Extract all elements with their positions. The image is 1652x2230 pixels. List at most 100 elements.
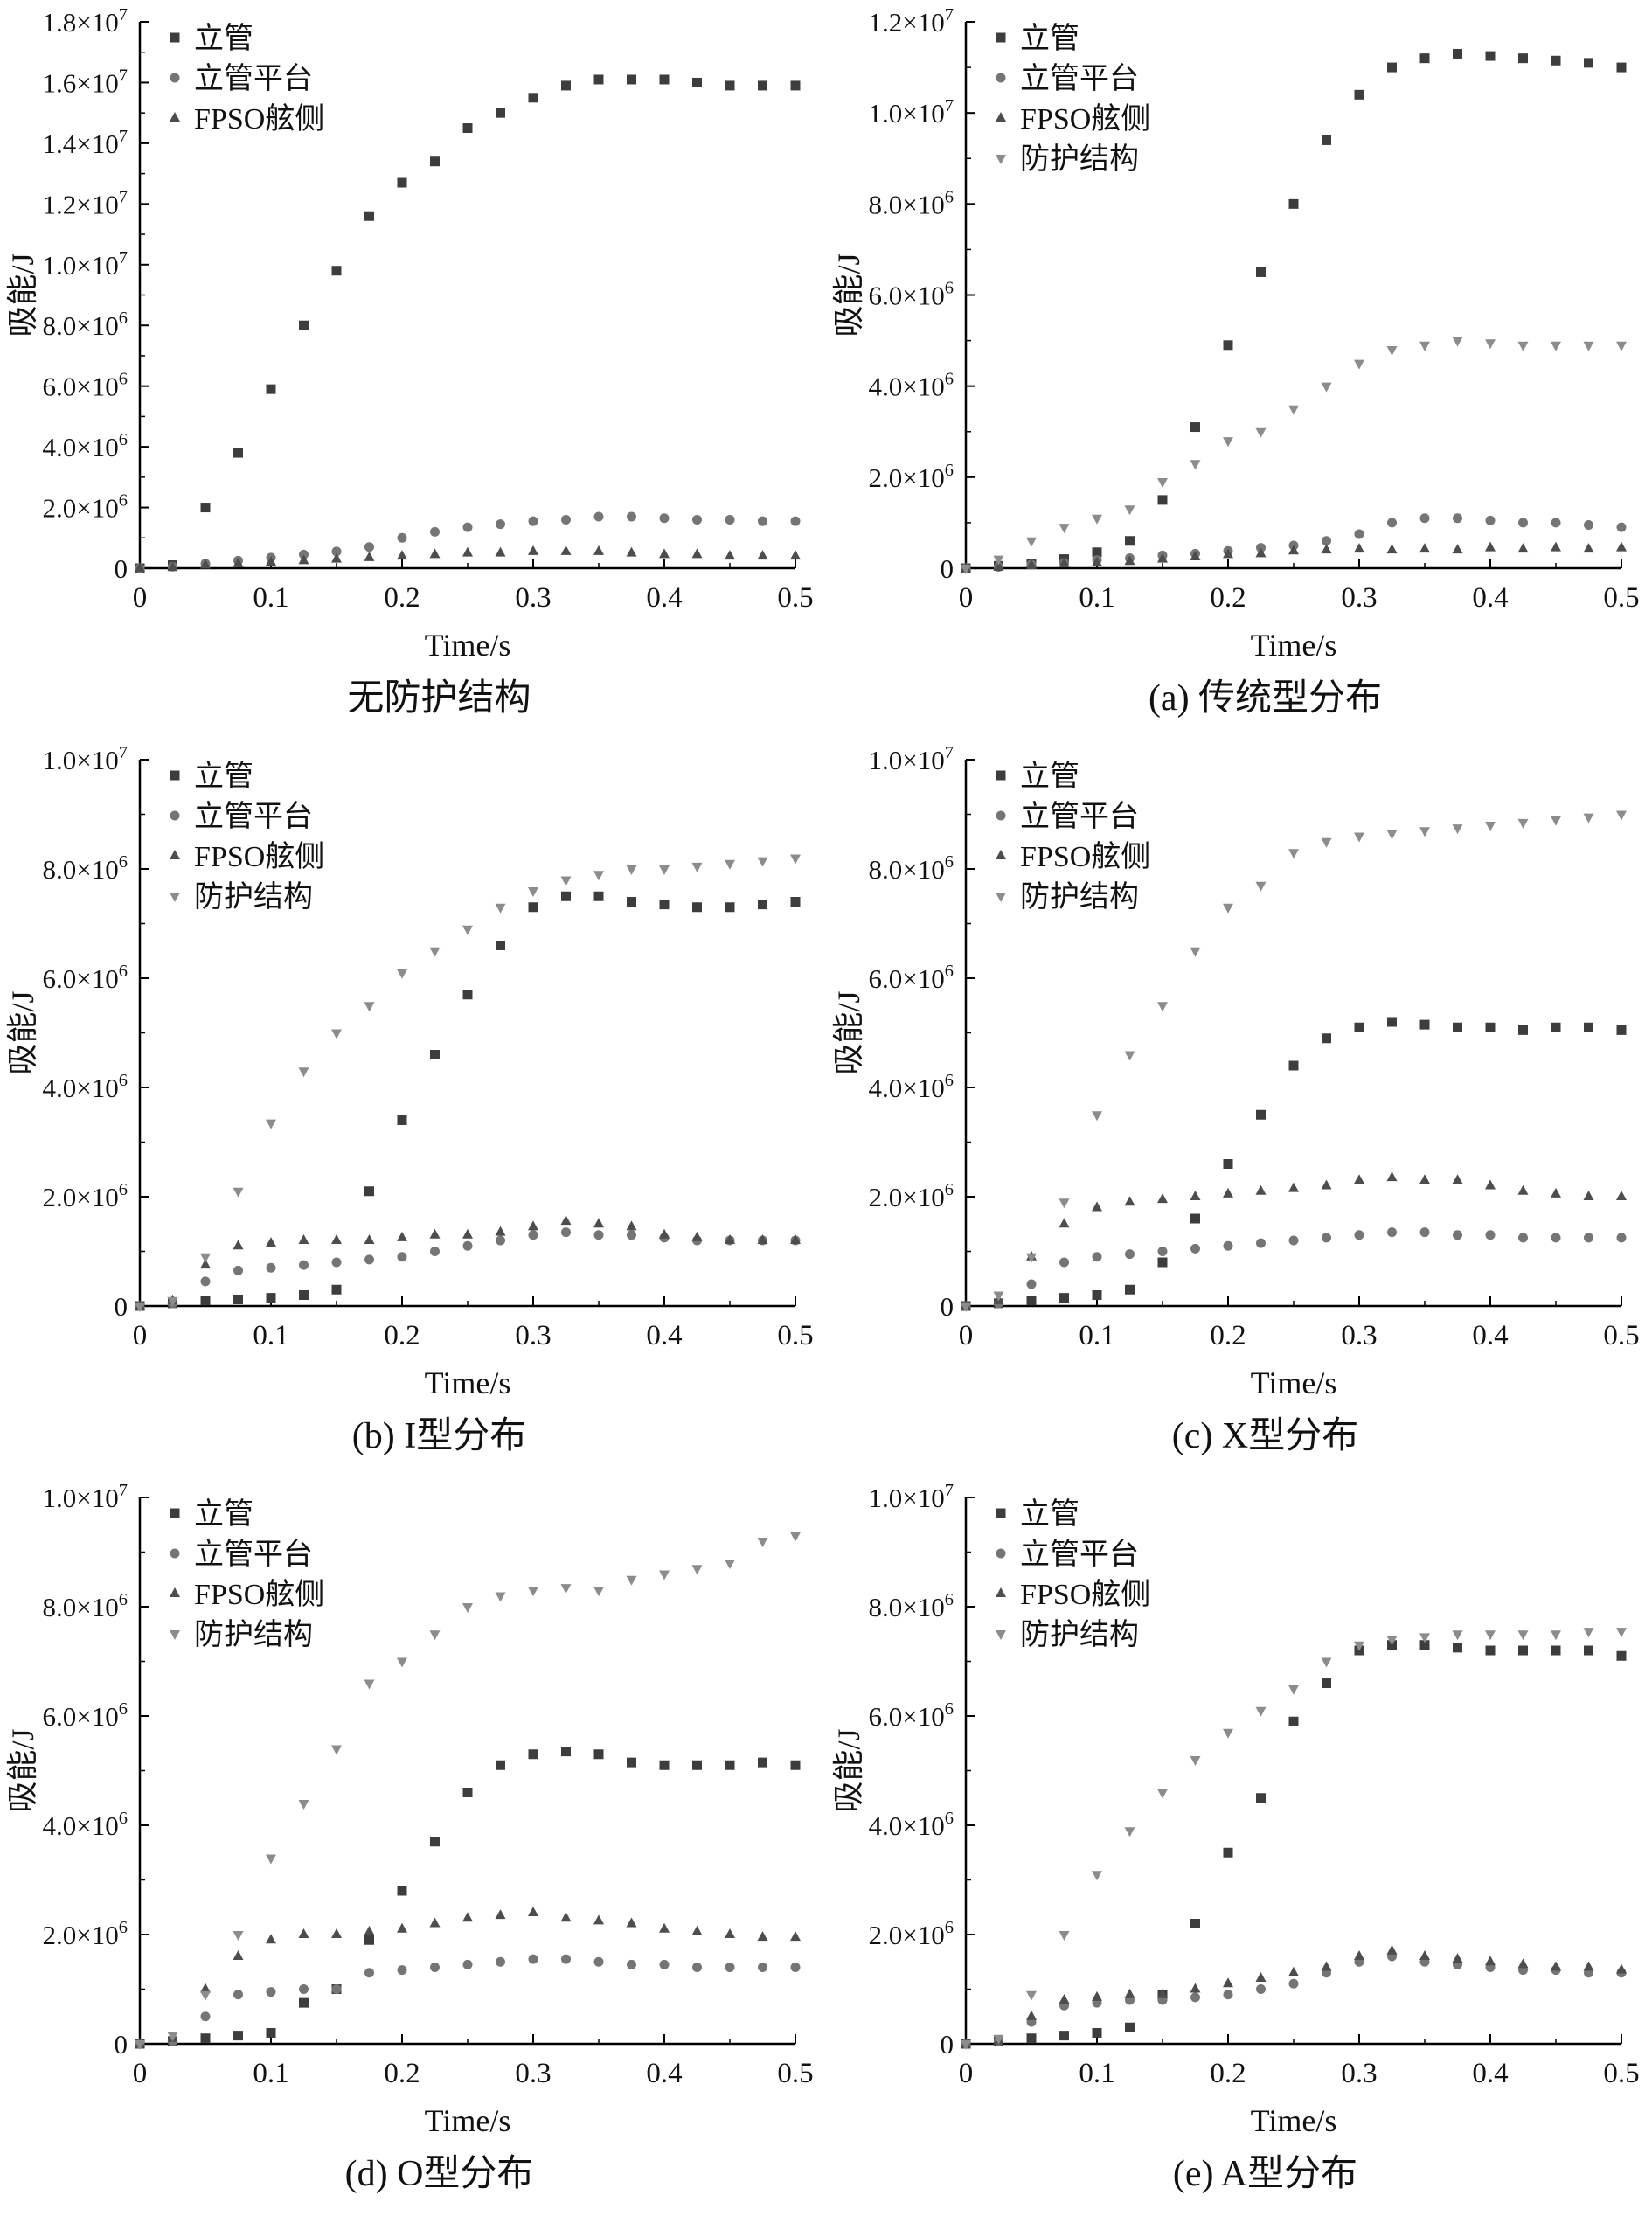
svg-text:0.1: 0.1 — [1079, 582, 1114, 614]
legend-label: 立管平台 — [194, 1538, 313, 1571]
svg-text:1.8×107: 1.8×107 — [43, 5, 128, 38]
svg-text:0.1: 0.1 — [1079, 1320, 1114, 1351]
y-axis-label: 吸能/J — [831, 253, 866, 337]
legend-label: 防护结构 — [194, 1618, 313, 1651]
svg-text:4.0×106: 4.0×106 — [43, 1809, 128, 1841]
svg-text:0: 0 — [959, 2058, 974, 2089]
svg-text:2.0×106: 2.0×106 — [43, 491, 128, 524]
svg-text:0: 0 — [115, 1291, 128, 1322]
svg-text:8.0×106: 8.0×106 — [43, 309, 128, 341]
svg-text:2.0×106: 2.0×106 — [869, 1918, 954, 1950]
series-triangle-up — [961, 541, 1627, 572]
svg-text:0: 0 — [115, 2029, 128, 2060]
svg-text:Time/s: Time/s — [425, 2103, 511, 2138]
svg-text:0.2: 0.2 — [1210, 1320, 1246, 1351]
svg-text:4.0×106: 4.0×106 — [869, 370, 954, 402]
series-triangle-down — [135, 1532, 801, 2051]
legend-label: FPSO舷侧 — [194, 840, 324, 873]
svg-text:0.2: 0.2 — [384, 2058, 420, 2089]
svg-text:0: 0 — [959, 582, 974, 614]
series-square — [135, 1747, 801, 2049]
legend-label: 立管平台 — [1020, 800, 1139, 833]
svg-text:0.4: 0.4 — [646, 2058, 682, 2089]
chart-canvas-a-traditional: 0 2.0×106 4.0×106 6.0×106 8.0×106 1.0×107 1.2×… — [831, 5, 1640, 663]
svg-text:0.2: 0.2 — [384, 582, 420, 614]
chart-panel-no-protection: 0 2.0×106 4.0×106 6.0×106 8.0×106 1.0×107 1.2×… — [0, 0, 826, 738]
legend-label: 立管 — [1020, 1497, 1079, 1531]
svg-text:4.0×106: 4.0×106 — [43, 430, 128, 462]
svg-text:1.6×107: 1.6×107 — [43, 66, 128, 98]
svg-text:0.4: 0.4 — [1472, 2058, 1508, 2089]
svg-text:4.0×106: 4.0×106 — [869, 1809, 954, 1841]
series-triangle-up — [135, 545, 801, 572]
series-triangle-down — [135, 854, 801, 1313]
svg-text:0.3: 0.3 — [1341, 1320, 1377, 1351]
svg-text:2.0×106: 2.0×106 — [43, 1180, 128, 1212]
series-triangle-up — [135, 1907, 801, 2048]
legend-label: 立管平台 — [1020, 1538, 1139, 1571]
svg-text:4.0×106: 4.0×106 — [43, 1071, 128, 1103]
series-triangle-down — [961, 1628, 1627, 2051]
panel-caption: 无防护结构 — [347, 678, 531, 719]
legend-label: 防护结构 — [1020, 1618, 1139, 1651]
chart-panel-b-i-type: 0 2.0×106 4.0×106 6.0×106 8.0×106 1.0×107 0 0.1… — [0, 738, 826, 1476]
y-axis-label: 吸能/J — [5, 1729, 40, 1813]
legend-label: FPSO舷侧 — [194, 1578, 324, 1611]
svg-text:1.2×107: 1.2×107 — [869, 5, 954, 38]
svg-text:4.0×106: 4.0×106 — [869, 1071, 954, 1103]
svg-text:6.0×106: 6.0×106 — [43, 1699, 128, 1732]
svg-text:0.5: 0.5 — [1603, 1320, 1639, 1351]
y-axis-label: 吸能/J — [5, 991, 40, 1075]
svg-text:1.0×107: 1.0×107 — [43, 248, 128, 281]
svg-text:8.0×106: 8.0×106 — [869, 852, 954, 885]
svg-text:0: 0 — [959, 1320, 974, 1351]
svg-text:8.0×106: 8.0×106 — [869, 1590, 954, 1622]
svg-text:0.3: 0.3 — [1341, 582, 1377, 614]
panel-caption: (d) O型分布 — [344, 2154, 534, 2195]
series-square — [961, 1017, 1627, 1311]
svg-text:0.5: 0.5 — [777, 582, 813, 614]
legend-label: 防护结构 — [194, 880, 313, 914]
svg-text:6.0×106: 6.0×106 — [43, 370, 128, 402]
legend-label: 立管平台 — [194, 800, 313, 833]
panel-caption: (e) A型分布 — [1172, 2154, 1358, 2195]
chart-panel-e-a-type: 0 2.0×106 4.0×106 6.0×106 8.0×106 1.0×107 0 0.1… — [826, 1476, 1652, 2213]
svg-text:8.0×106: 8.0×106 — [43, 852, 128, 885]
svg-text:0.1: 0.1 — [253, 2058, 288, 2089]
svg-text:1.0×107: 1.0×107 — [869, 743, 954, 775]
legend-label: 立管平台 — [194, 62, 313, 95]
legend-label: 防护结构 — [1020, 880, 1139, 914]
panel-caption: (c) X型分布 — [1171, 1416, 1359, 1457]
legend-label: 立管 — [194, 760, 253, 793]
axes: 0 2.0×106 4.0×106 6.0×106 8.0×106 1.0×107 0 0.1… — [5, 1481, 814, 2138]
svg-text:6.0×106: 6.0×106 — [869, 1699, 954, 1732]
svg-text:0.1: 0.1 — [253, 582, 288, 614]
legend-label: 立管平台 — [1020, 62, 1139, 95]
svg-text:0.1: 0.1 — [253, 1320, 288, 1351]
chart-canvas-d-o-type: 0 2.0×106 4.0×106 6.0×106 8.0×106 1.0×107 0 0.1… — [5, 1481, 814, 2138]
svg-text:1.0×107: 1.0×107 — [43, 1481, 128, 1513]
svg-text:0.2: 0.2 — [1210, 2058, 1246, 2089]
legend-label: FPSO舷侧 — [1020, 1578, 1150, 1611]
y-axis-label: 吸能/J — [5, 253, 40, 337]
svg-text:Time/s: Time/s — [1251, 1365, 1337, 1400]
svg-text:0: 0 — [133, 1320, 148, 1351]
axes: 0 2.0×106 4.0×106 6.0×106 8.0×106 1.0×107 1.2×… — [5, 5, 814, 663]
chart-panel-a-traditional: 0 2.0×106 4.0×106 6.0×106 8.0×106 1.0×107 1.2×… — [826, 0, 1652, 738]
svg-text:Time/s: Time/s — [425, 628, 511, 663]
svg-text:0.5: 0.5 — [777, 1320, 813, 1351]
axes: 0 2.0×106 4.0×106 6.0×106 8.0×106 1.0×107 0 0.1… — [831, 743, 1640, 1400]
svg-text:1.2×107: 1.2×107 — [43, 187, 128, 219]
chart-panel-c-x-type: 0 2.0×106 4.0×106 6.0×106 8.0×106 1.0×107 0 0.1… — [826, 738, 1652, 1476]
svg-text:6.0×106: 6.0×106 — [43, 962, 128, 994]
legend-label: 立管 — [1020, 760, 1079, 793]
svg-text:2.0×106: 2.0×106 — [43, 1918, 128, 1950]
svg-text:6.0×106: 6.0×106 — [869, 962, 954, 994]
svg-text:0.3: 0.3 — [515, 582, 551, 614]
legend-label: 立管 — [194, 22, 253, 55]
